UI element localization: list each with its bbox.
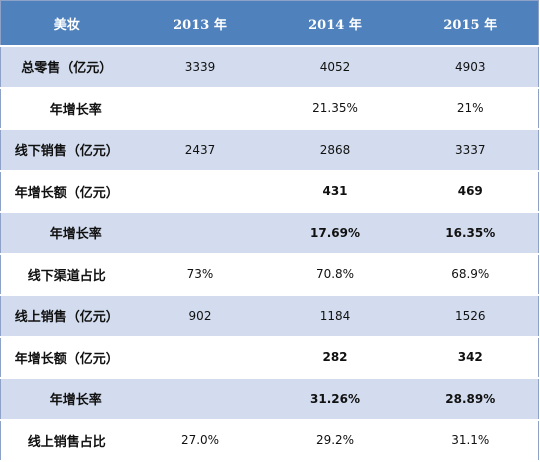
cell-2013: [132, 170, 268, 213]
row-label: 线下渠道占比: [0, 253, 133, 296]
row-label: 总零售（亿元）: [0, 46, 133, 89]
cell-2013: 3339: [132, 46, 268, 89]
header-2015: 2015 年: [402, 0, 539, 47]
cell-2013: 2437: [132, 129, 268, 172]
table-row: 总零售（亿元） 3339 4052 4903: [0, 46, 539, 89]
row-label: 年增长额（亿元）: [0, 336, 133, 379]
row-label: 年增长额（亿元）: [0, 170, 133, 213]
header-2013: 2013 年: [132, 0, 268, 47]
table-row: 年增长率 17.69% 16.35%: [0, 212, 539, 255]
cell-2015: 31.1%: [402, 419, 539, 462]
table-row: 线下渠道占比 73% 70.8% 68.9%: [0, 253, 539, 296]
cell-2015: 4903: [402, 46, 539, 89]
row-label: 年增长率: [0, 378, 133, 421]
cell-2015: 68.9%: [402, 253, 539, 296]
cell-2013: [132, 87, 268, 130]
table-row: 线上销售占比 27.0% 29.2% 31.1%: [0, 419, 539, 462]
table-row: 年增长率 31.26% 28.89%: [0, 378, 539, 421]
cell-2013: [132, 212, 268, 255]
row-label: 线下销售（亿元）: [0, 129, 133, 172]
table-row: 年增长额（亿元） 431 469: [0, 170, 539, 213]
cell-2014: 17.69%: [267, 212, 403, 255]
row-label: 年增长率: [0, 87, 133, 130]
header-2014: 2014 年: [267, 0, 403, 47]
cell-2015: 16.35%: [402, 212, 539, 255]
table-row: 年增长率 21.35% 21%: [0, 87, 539, 130]
cell-2014: 21.35%: [267, 87, 403, 130]
cell-2014: 1184: [267, 295, 403, 338]
row-label: 线上销售占比: [0, 419, 133, 462]
cell-2014: 70.8%: [267, 253, 403, 296]
cell-2013: [132, 378, 268, 421]
cell-2015: 21%: [402, 87, 539, 130]
cell-2014: 431: [267, 170, 403, 213]
header-row: 美妆 2013 年 2014 年 2015 年: [0, 0, 539, 47]
cell-2013: 27.0%: [132, 419, 268, 462]
table-row: 年增长额（亿元） 282 342: [0, 336, 539, 379]
cell-2015: 469: [402, 170, 539, 213]
cell-2013: 902: [132, 295, 268, 338]
table-row: 线上销售（亿元） 902 1184 1526: [0, 295, 539, 338]
row-label: 年增长率: [0, 212, 133, 255]
cell-2015: 342: [402, 336, 539, 379]
cell-2014: 29.2%: [267, 419, 403, 462]
cell-2015: 1526: [402, 295, 539, 338]
cell-2013: 73%: [132, 253, 268, 296]
cell-2015: 3337: [402, 129, 539, 172]
cell-2014: 2868: [267, 129, 403, 172]
cell-2014: 4052: [267, 46, 403, 89]
cell-2013: [132, 336, 268, 379]
header-category: 美妆: [0, 0, 133, 47]
cell-2014: 282: [267, 336, 403, 379]
cell-2015: 28.89%: [402, 378, 539, 421]
row-label: 线上销售（亿元）: [0, 295, 133, 338]
cell-2014: 31.26%: [267, 378, 403, 421]
table-row: 线下销售（亿元） 2437 2868 3337: [0, 129, 539, 172]
